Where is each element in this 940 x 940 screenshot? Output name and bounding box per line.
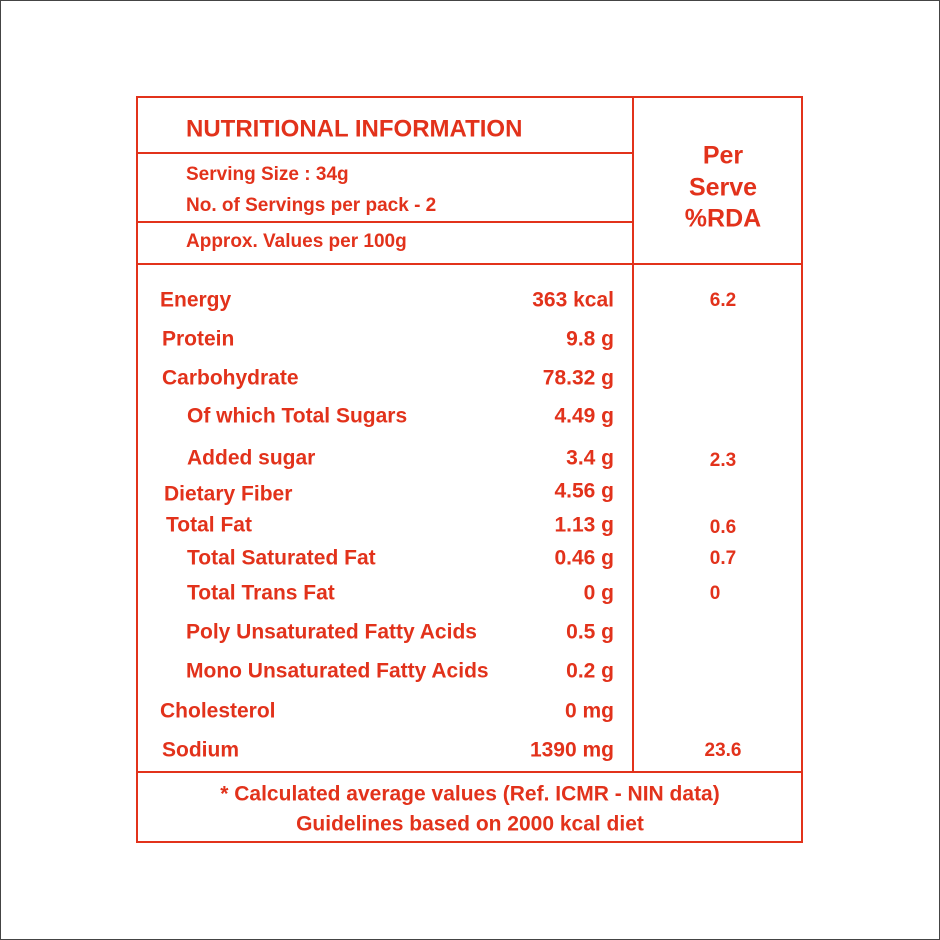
nutrient-amount: 0.2 g — [566, 660, 614, 683]
nutrient-name: Of which Total Sugars — [187, 405, 407, 428]
table-border — [136, 96, 803, 843]
table-lines — [136, 96, 803, 843]
nutrient-name: Total Saturated Fat — [187, 547, 376, 570]
nutrient-name: Added sugar — [187, 447, 315, 470]
approx-values: Approx. Values per 100g — [186, 231, 407, 252]
nutrient-rda: 0 — [710, 583, 721, 604]
nutrient-name: Total Trans Fat — [187, 582, 335, 605]
nutrient-rda: 23.6 — [705, 740, 742, 761]
nutrient-amount: 9.8 g — [566, 328, 614, 351]
nutrient-rda: 6.2 — [710, 290, 736, 311]
nutrient-amount: 0 g — [584, 582, 614, 605]
nutrient-name: Mono Unsaturated Fatty Acids — [186, 660, 489, 683]
footer-note: * Calculated average values (Ref. ICMR -… — [220, 783, 719, 806]
nutrient-amount: 1.13 g — [554, 514, 614, 537]
nutrient-rda: 0.6 — [710, 517, 736, 538]
rda-header: Per — [703, 142, 744, 170]
rda-header: %RDA — [685, 205, 761, 233]
nutrient-amount: 78.32 g — [543, 367, 614, 390]
nutrient-amount: 0.5 g — [566, 621, 614, 644]
serving-size: Serving Size : 34g — [186, 164, 349, 185]
nutrient-name: Sodium — [162, 739, 239, 762]
nutrient-amount: 4.56 g — [554, 480, 614, 503]
nutrient-name: Cholesterol — [160, 700, 276, 723]
nutrient-name: Energy — [160, 289, 232, 312]
nutrient-name: Poly Unsaturated Fatty Acids — [186, 621, 477, 644]
nutrient-rda: 0.7 — [710, 548, 736, 569]
nutrient-amount: 0.46 g — [554, 547, 614, 570]
nutrient-name: Total Fat — [166, 514, 252, 537]
nutrient-rda: 2.3 — [710, 450, 736, 471]
nutrient-amount: 0 mg — [565, 700, 614, 723]
servings-per-pack: No. of Servings per pack - 2 — [186, 195, 436, 216]
nutrient-name: Protein — [162, 328, 234, 351]
nutrient-amount: 363 kcal — [532, 289, 614, 312]
nutrient-name: Dietary Fiber — [164, 483, 292, 506]
title: NUTRITIONAL INFORMATION — [186, 115, 522, 142]
footer-note: Guidelines based on 2000 kcal diet — [296, 813, 644, 836]
nutrient-amount: 1390 mg — [530, 739, 614, 762]
nutrient-amount: 4.49 g — [554, 405, 614, 428]
nutrient-amount: 3.4 g — [566, 447, 614, 470]
rda-header: Serve — [689, 174, 757, 202]
nutrient-name: Carbohydrate — [162, 367, 299, 390]
